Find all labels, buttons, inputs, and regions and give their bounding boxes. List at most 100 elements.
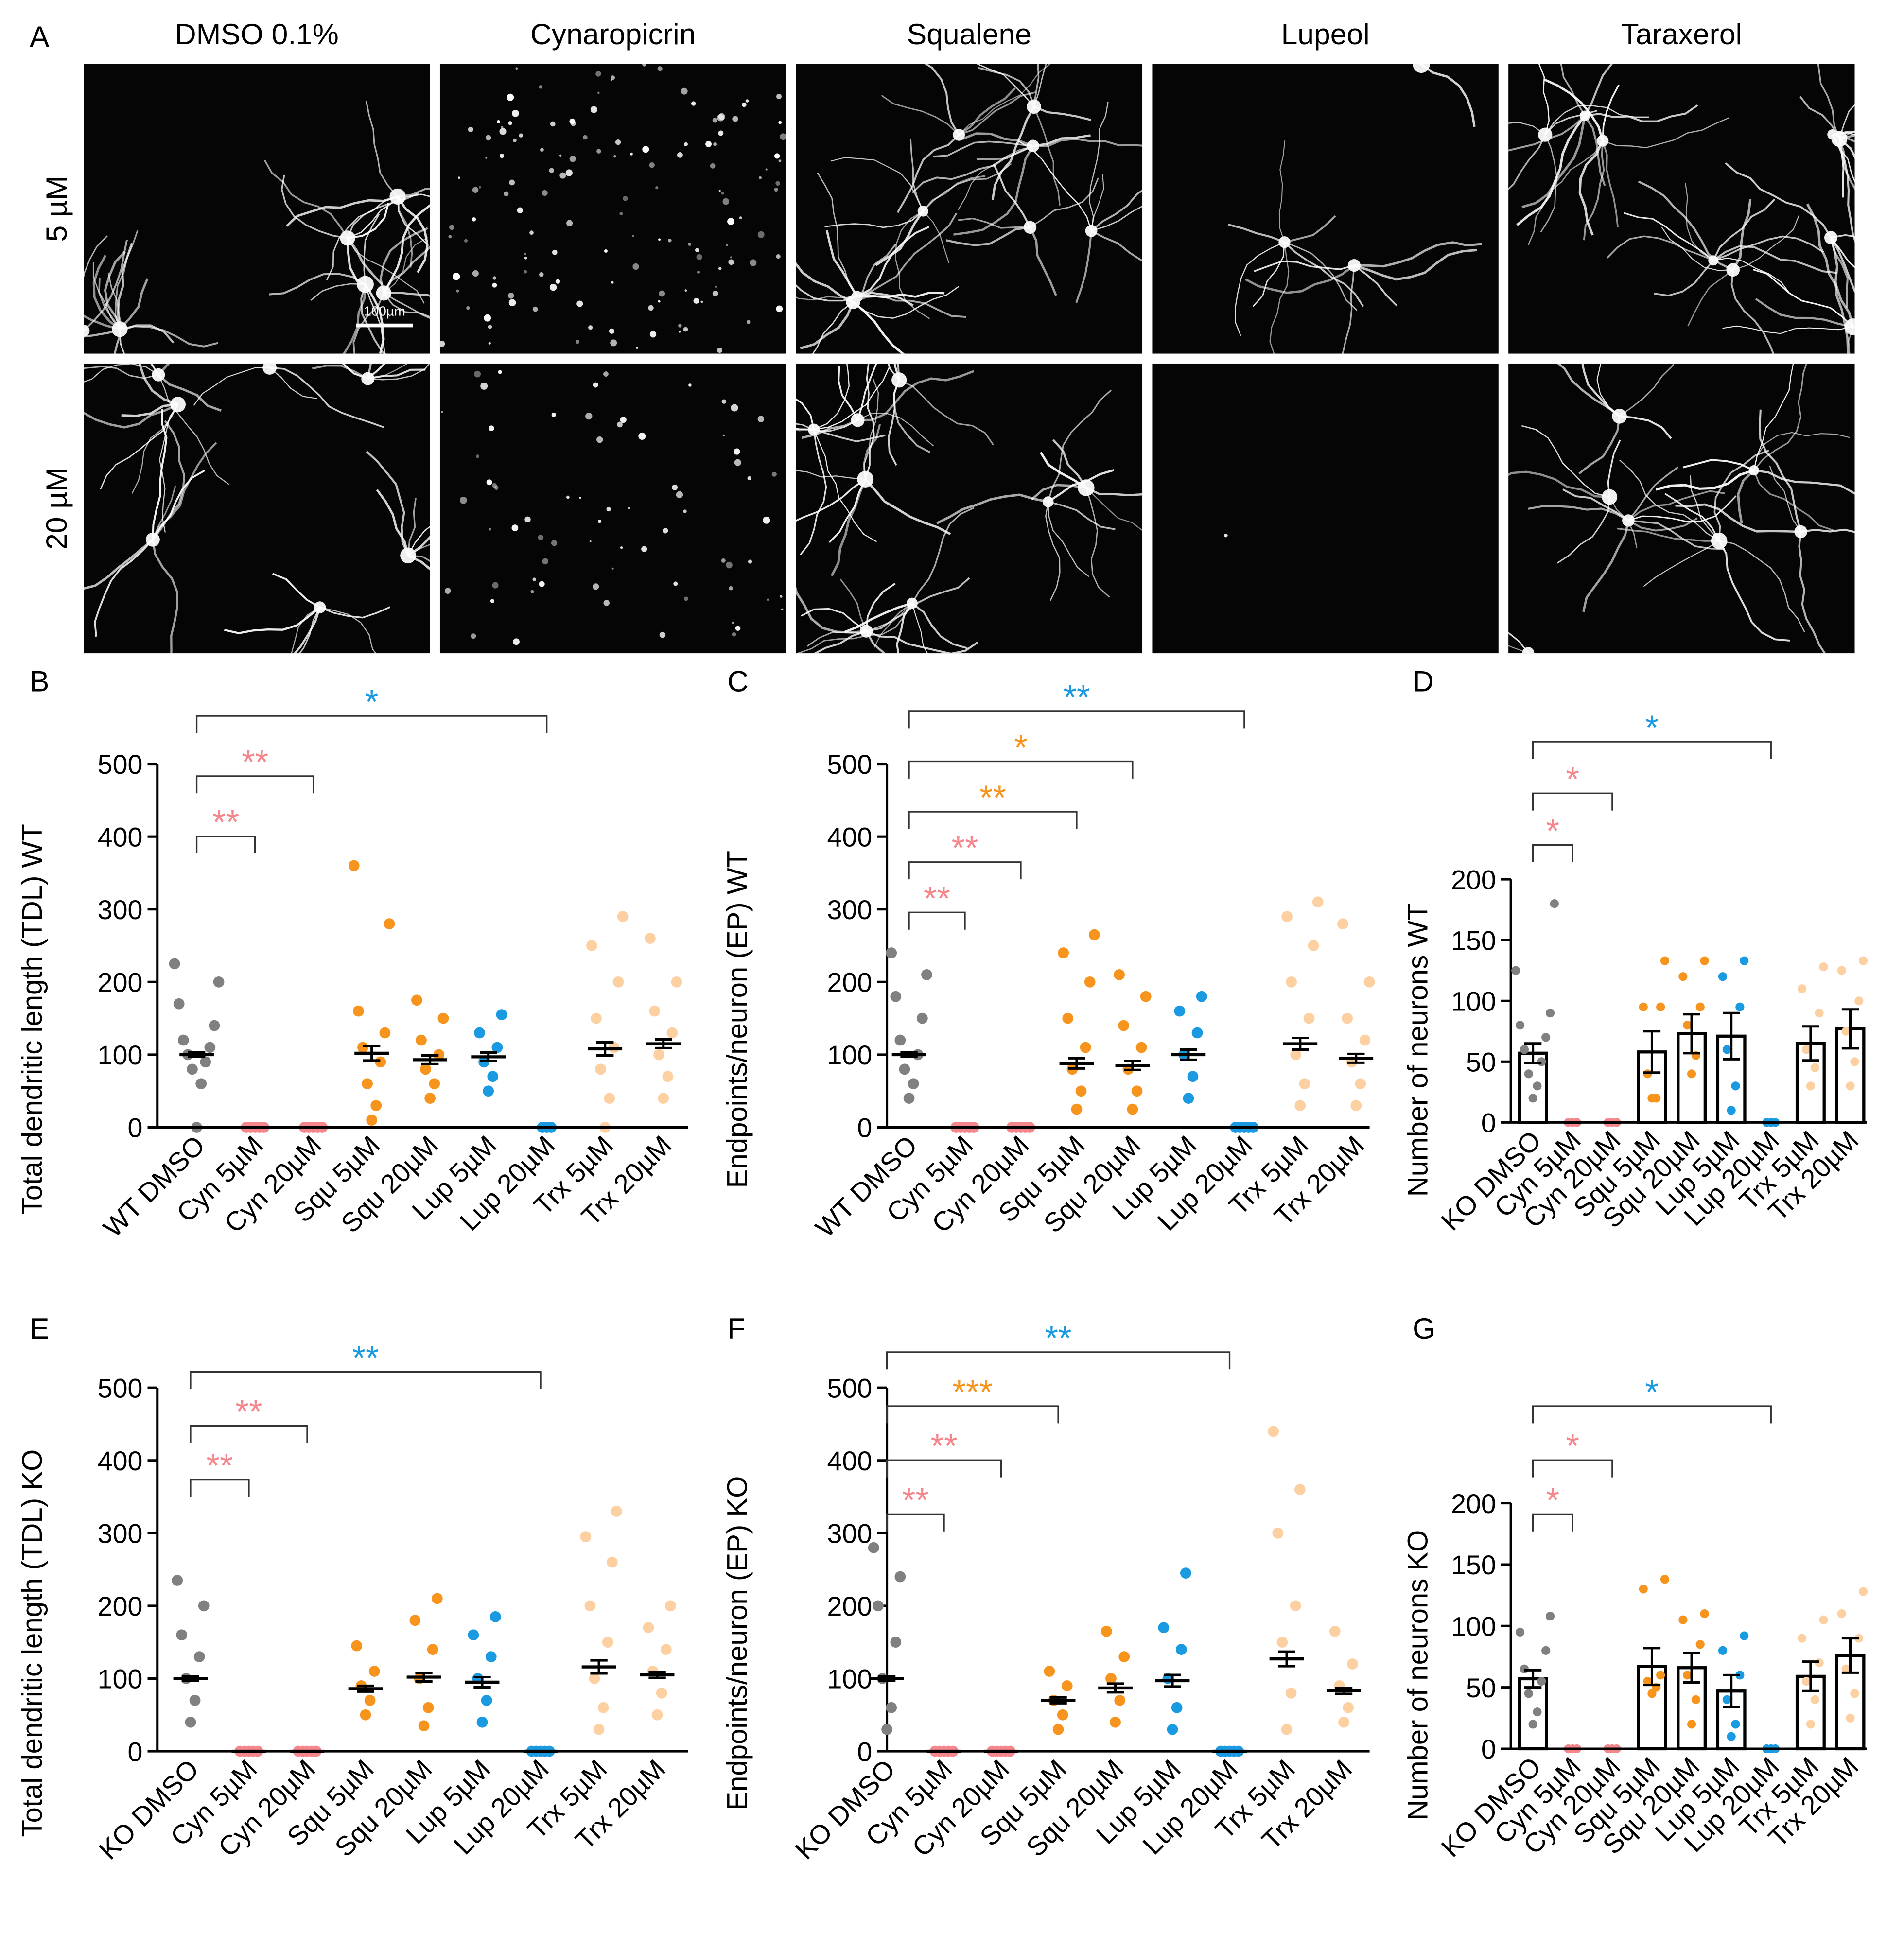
- neurite: [1521, 425, 1610, 498]
- data-point: [890, 991, 902, 1002]
- cell-dot: [623, 196, 628, 201]
- neurite: [796, 478, 866, 522]
- data-point: [352, 1005, 364, 1017]
- neurite: [1540, 134, 1557, 233]
- y-tick-label: 200: [98, 1591, 143, 1621]
- cell-dot: [663, 528, 668, 534]
- cell-dot: [517, 207, 523, 213]
- data-point: [1806, 1720, 1816, 1729]
- data-point: [1683, 1671, 1692, 1680]
- significance-bracket: [195, 836, 256, 854]
- neurite: [796, 398, 815, 430]
- data-point: [586, 940, 597, 951]
- error-bar: [1524, 1042, 1542, 1064]
- data-point: [1798, 1634, 1807, 1643]
- cell-dot: [597, 520, 602, 523]
- neurite: [1033, 64, 1047, 107]
- panel-label: C: [727, 665, 749, 698]
- data-point: [1700, 956, 1709, 965]
- data-point: [1639, 1585, 1648, 1594]
- data-point: [1118, 1020, 1130, 1031]
- cell-dot: [604, 249, 608, 253]
- data-point: [485, 1651, 497, 1662]
- neurite: [1852, 326, 1855, 330]
- cell-dot: [508, 299, 516, 307]
- cell-dot: [615, 139, 621, 145]
- panel-label: F: [727, 1312, 745, 1345]
- data-point: [1175, 1644, 1187, 1655]
- data-point: [921, 969, 932, 980]
- bar: [1518, 1677, 1548, 1751]
- data-point: [1350, 1100, 1362, 1111]
- neurite: [117, 243, 133, 330]
- data-point: [195, 1078, 207, 1090]
- neurite: [407, 525, 430, 556]
- neurite: [152, 485, 176, 540]
- data-point: [1520, 1045, 1529, 1054]
- data-point: [1656, 1671, 1665, 1680]
- y-tick-label: 100: [98, 1664, 143, 1694]
- cell-dot: [763, 516, 770, 524]
- cell-dot: [655, 186, 659, 190]
- neurite: [407, 497, 417, 556]
- neurite: [856, 226, 929, 297]
- neurite: [853, 286, 960, 319]
- y-axis-label: Number of neurons KO: [1402, 1530, 1433, 1821]
- data-point: [1727, 1106, 1736, 1115]
- data-point: [1533, 1707, 1542, 1717]
- neurite: [1602, 117, 1729, 149]
- y-tick-label: 200: [827, 1591, 873, 1621]
- cell-dot: [494, 486, 499, 490]
- neurite: [1830, 237, 1855, 269]
- cell-dot: [729, 586, 733, 591]
- neurite: [1578, 416, 1621, 474]
- cell-dot: [613, 155, 616, 158]
- cell-dot: [486, 135, 491, 141]
- data-point: [362, 1078, 373, 1090]
- cell-dot: [620, 546, 623, 549]
- y-tick-label: 400: [98, 822, 143, 852]
- image-background: [439, 363, 786, 654]
- data-point: [886, 947, 897, 958]
- data-point: [1511, 966, 1520, 975]
- neurite: [293, 607, 321, 654]
- cell-dot: [642, 64, 646, 67]
- cell-dot: [676, 491, 683, 499]
- neurite: [1048, 469, 1115, 503]
- neurite: [1628, 495, 1737, 522]
- neurite: [1607, 439, 1621, 497]
- error-bar: [1049, 1696, 1067, 1705]
- neurite: [1832, 133, 1855, 142]
- cell-dot: [464, 239, 468, 243]
- cell-dot: [583, 135, 588, 140]
- data-point: [185, 1716, 196, 1728]
- y-tick-label: 200: [1451, 1489, 1496, 1519]
- neurite: [326, 196, 398, 280]
- data-point: [1342, 1012, 1353, 1024]
- neurite: [269, 367, 318, 399]
- neurite: [84, 539, 154, 590]
- data-point: [1700, 1609, 1709, 1619]
- data-point: [611, 1506, 622, 1517]
- neurite: [84, 329, 122, 338]
- y-axis-label: Total dendritic length (TDL) WT: [17, 824, 48, 1215]
- neurite: [363, 213, 380, 285]
- data-point: [366, 1115, 378, 1126]
- micrograph: [439, 64, 786, 354]
- cell-dot: [629, 152, 633, 156]
- data-point: [1731, 1081, 1740, 1091]
- cell-dot: [642, 146, 649, 153]
- cell-dot: [503, 191, 509, 197]
- data-point: [351, 1640, 363, 1652]
- cell-dot: [659, 631, 666, 638]
- significance-label: **: [235, 1392, 262, 1430]
- data-point: [656, 1688, 667, 1699]
- data-point: [1841, 1664, 1851, 1673]
- data-point: [1281, 911, 1293, 923]
- neurite: [1712, 245, 1837, 274]
- neurite: [1508, 122, 1546, 136]
- cell-dot: [488, 342, 491, 345]
- neurite: [1420, 64, 1423, 65]
- cell-dot: [471, 633, 476, 639]
- cell-dot: [735, 626, 741, 631]
